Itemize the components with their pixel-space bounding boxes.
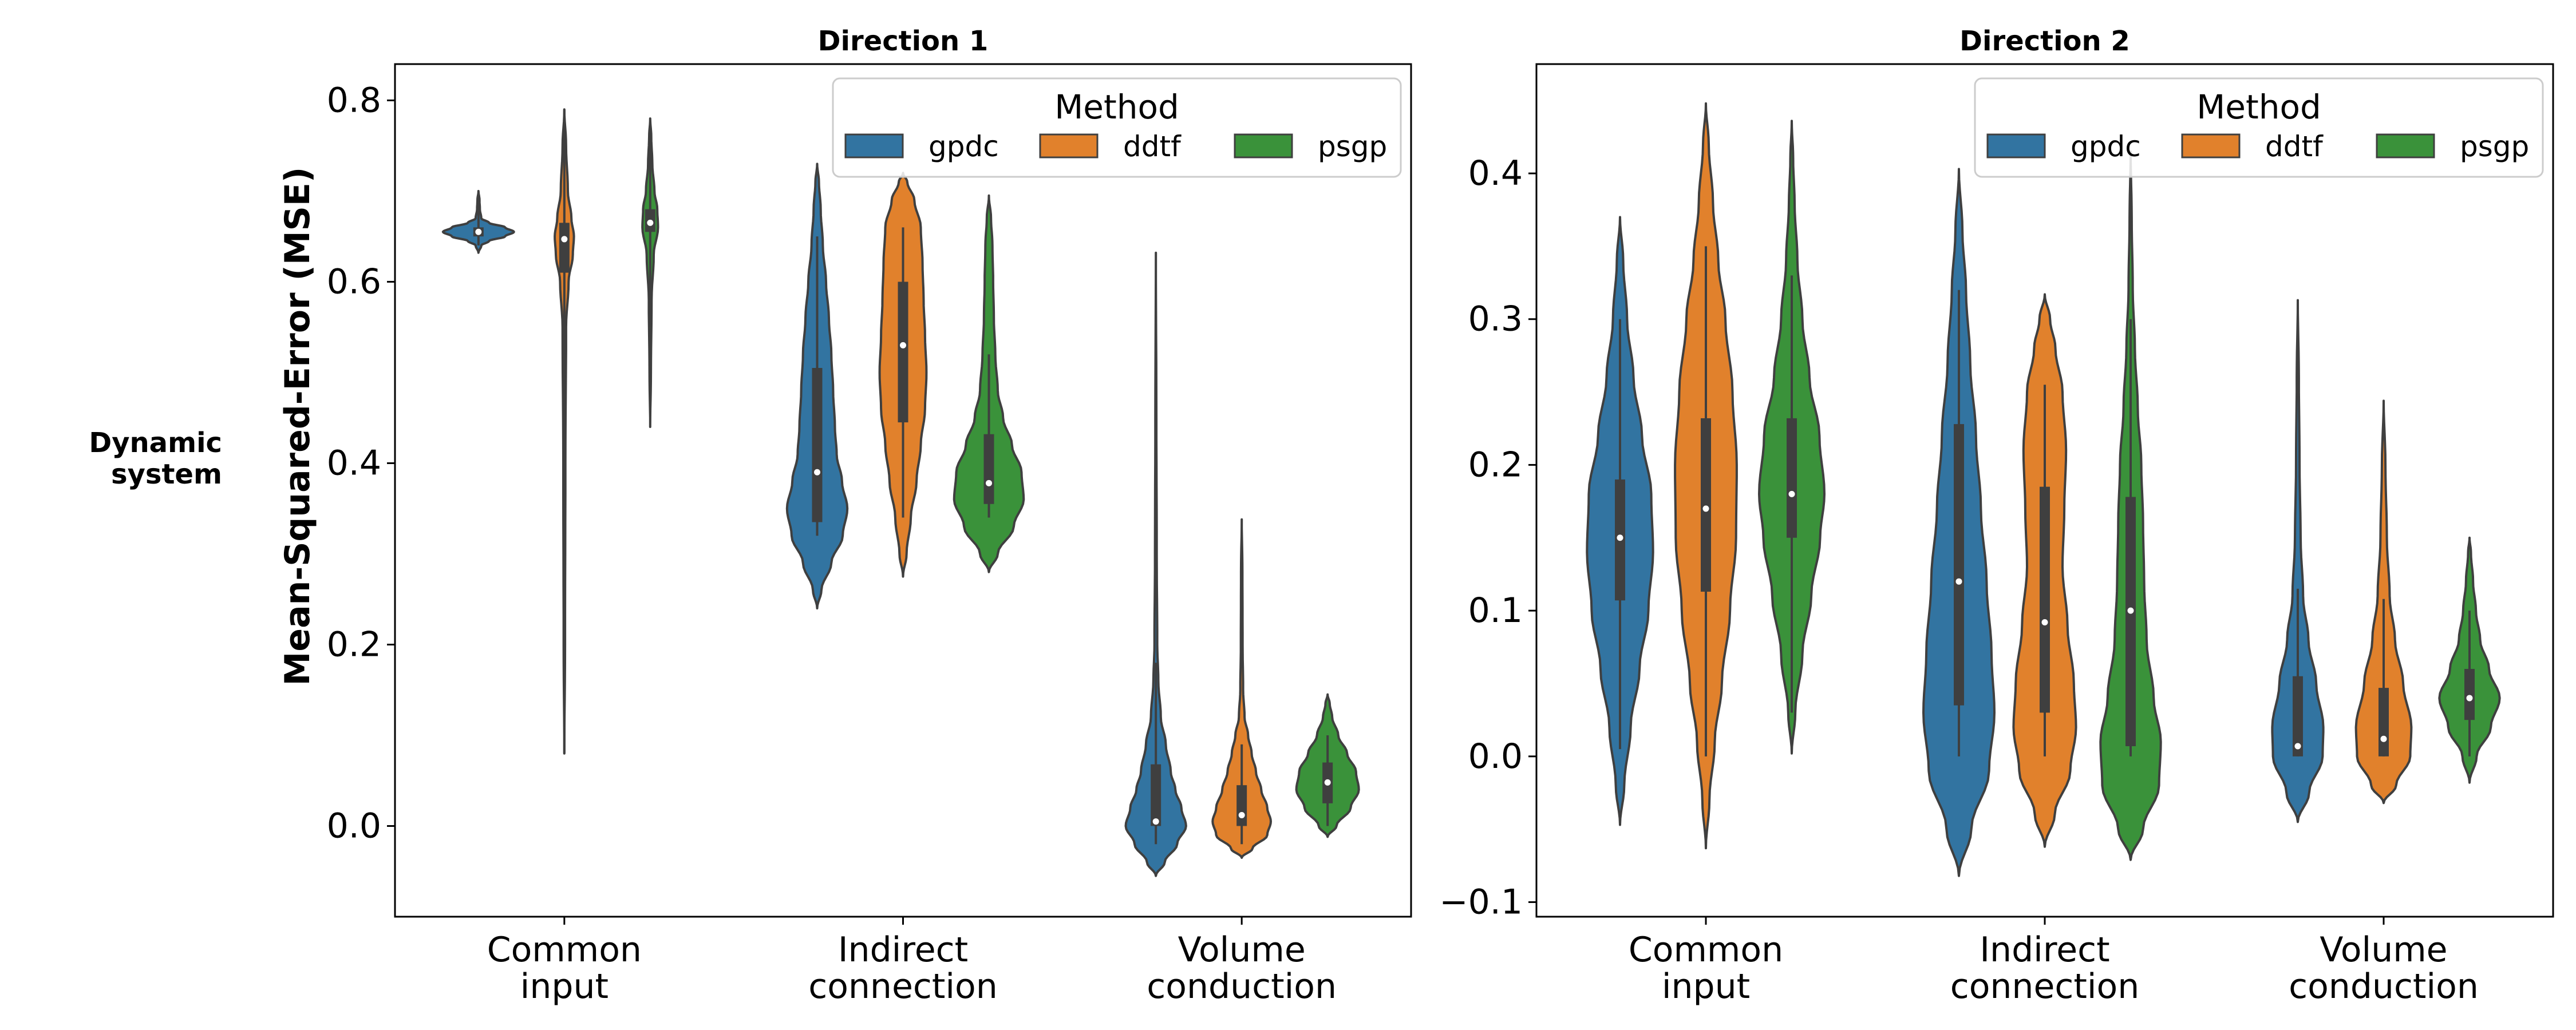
legend-label-gpdc: gpdc — [2071, 130, 2141, 163]
violin-body — [1124, 251, 1187, 877]
y-tick-label: 0.8 — [327, 80, 381, 120]
x-tick-label: Common input — [487, 930, 642, 1007]
axes-frame — [1535, 63, 2554, 918]
y-tick-label: 0.4 — [327, 443, 381, 483]
legend: Method gpdc ddtf psgp — [1974, 77, 2544, 178]
violin-iqr-box — [1701, 418, 1711, 592]
y-axis-label: Mean-Squared-Error (MSE) — [278, 167, 318, 686]
violin-iqr-box — [898, 282, 908, 423]
violin-median-dot — [561, 236, 568, 243]
legend-swatch-psgp — [1234, 133, 1293, 159]
legend-label-ddtf: ddtf — [1123, 130, 1182, 163]
violin-iqr-box — [2125, 497, 2136, 746]
violin-median-dot — [1788, 490, 1795, 497]
legend-label-psgp: psgp — [2460, 130, 2529, 163]
legend-label-gpdc: gpdc — [929, 130, 999, 163]
violin-median-dot — [475, 228, 482, 235]
violin-median-dot — [986, 480, 992, 486]
legend-label-ddtf: ddtf — [2265, 130, 2324, 163]
panel-direction-2: Direction 2 −0.1 0.0 0.1 0.2 0.3 0.4 Common inpu… — [1439, 25, 2554, 1007]
legend-swatch-ddtf — [2181, 133, 2241, 159]
x-tick-label: Indirect connection — [808, 930, 998, 1007]
legend-swatch-gpdc — [844, 133, 904, 159]
y-tick-label: 0.2 — [1468, 445, 1523, 485]
x-tick-label: Common input — [1629, 930, 1783, 1007]
y-tick-label: 0.6 — [327, 262, 381, 302]
legend-title: Method — [1054, 88, 1179, 126]
violin-median-dot — [647, 219, 654, 226]
violin-median-dot — [2466, 695, 2473, 702]
violin-median-dot — [1955, 578, 1962, 585]
legend-swatch-gpdc — [1986, 133, 2046, 159]
y-tick-label: 0.1 — [1468, 591, 1523, 631]
y-tick-label: 0.0 — [327, 806, 381, 846]
row-label-line-1: Dynamic — [89, 427, 222, 459]
y-tick-label: −0.1 — [1439, 882, 1523, 922]
violin-body — [2271, 299, 2325, 823]
violin-median-dot — [1324, 779, 1331, 786]
y-tick-label: 0.3 — [1468, 299, 1523, 339]
legend: Method gpdc ddtf psgp — [832, 77, 1402, 178]
panel-direction-1: Direction 1 0.0 0.2 0.4 0.6 0.8 Common input Ind… — [327, 25, 1412, 1007]
x-tick-label: Volume conduction — [2289, 930, 2479, 1007]
violin-iqr-box — [2379, 688, 2389, 756]
violin-median-dot — [814, 469, 820, 476]
violin-median-dot — [2380, 735, 2387, 742]
x-tick-label: Indirect connection — [1950, 930, 2140, 1007]
legend-label-psgp: psgp — [1318, 130, 1387, 163]
violin-iqr-box — [2040, 486, 2050, 713]
violin-iqr-box — [2293, 676, 2303, 756]
legend-swatch-ddtf — [1039, 133, 1099, 159]
y-tick-label: 0.2 — [327, 624, 381, 664]
violin-median-dot — [2041, 619, 2048, 626]
panel-title: Direction 2 — [1959, 25, 2130, 57]
violin-iqr-box — [1151, 764, 1161, 826]
violin-median-dot — [2127, 607, 2134, 614]
violin-iqr-box — [559, 223, 570, 273]
violin-median-dot — [900, 342, 906, 348]
y-tick-label: 0.0 — [1468, 736, 1523, 777]
violin-iqr-box — [1954, 424, 1964, 706]
row-label-line-2: system — [111, 458, 222, 490]
violin-iqr-box — [812, 368, 823, 522]
violin-median-dot — [1152, 818, 1159, 825]
violin-iqr-box — [1787, 418, 1797, 538]
violin-median-dot — [2294, 743, 2301, 750]
y-tick-label: 0.4 — [1468, 153, 1523, 193]
legend-title: Method — [2196, 88, 2321, 126]
legend-swatch-psgp — [2376, 133, 2435, 159]
violin-iqr-box — [1236, 785, 1247, 826]
axes-frame — [394, 63, 1412, 918]
violin-median-dot — [1238, 811, 1245, 818]
panel-title: Direction 1 — [818, 25, 989, 57]
x-tick-label: Volume conduction — [1147, 930, 1337, 1007]
violin-body — [1211, 518, 1272, 859]
violin-median-dot — [1617, 534, 1623, 541]
violin-iqr-box — [983, 434, 994, 504]
violin-iqr-box — [2464, 669, 2475, 720]
violin-median-dot — [1702, 505, 1709, 512]
